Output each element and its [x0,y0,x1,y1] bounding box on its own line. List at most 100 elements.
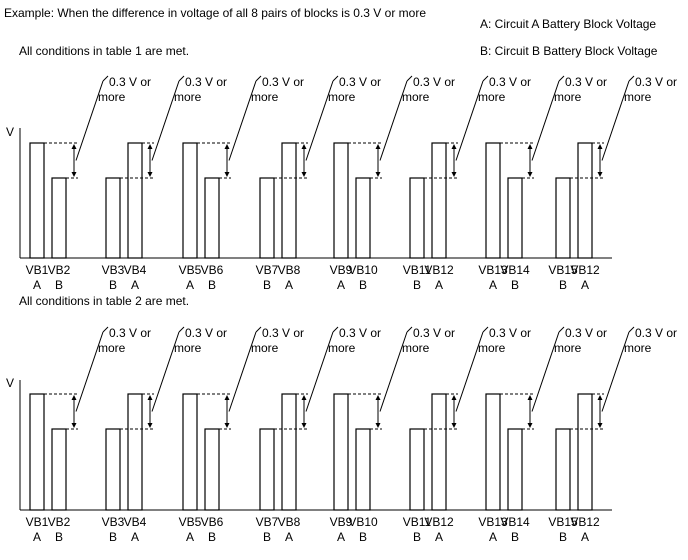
annotation-text-line1: 0.3 V or [109,326,151,340]
annotation-leader-tick [406,326,413,333]
annotation-text-line1: 0.3 V or [635,75,677,89]
block-bar-vb8 [281,393,297,511]
circuit-label: A [581,530,589,544]
legend-circuit-a: A: Circuit A Battery Block Voltage [480,17,656,31]
circuit-label: B [208,278,216,292]
annotation-text-line2: more [402,90,430,104]
circuit-label: B [359,530,367,544]
annotation-text-line1: 0.3 V or [489,75,531,89]
arrowhead-up [71,395,77,400]
annotation-leader [601,80,630,161]
annotation-leader [379,80,408,161]
annotation-leader-tick [102,326,109,333]
block-bar-vb4 [127,142,143,259]
arrowhead-up [527,395,533,400]
panel-title: All conditions in table 2 are met. [19,294,189,308]
circuit-label: A [33,530,41,544]
block-label: VB3 [102,263,125,277]
block-bar-vb14 [507,428,523,511]
block-bar-vb12 [431,142,447,259]
annotation-text-line2: more [328,90,356,104]
block-label: VB13 [478,515,508,529]
annotation-leader-tick [628,326,635,333]
annotation-text-line1: 0.3 V or [413,75,455,89]
circuit-label: B [55,278,63,292]
circuit-label: A [489,278,497,292]
annotation-leader [75,331,104,412]
block-label: VB13 [478,263,508,277]
block-label: VB7 [256,263,279,277]
block-bar-vb4 [127,393,143,511]
block-bar-vb10 [355,177,371,259]
block-label: VB5 [179,515,202,529]
block-label: VB9 [330,515,353,529]
block-label: VB14 [500,263,530,277]
annotation-leader [601,331,630,412]
block-bar-vb3 [105,428,121,511]
annotation-text-line2: more [251,90,279,104]
block-bar-vb13 [485,393,501,511]
annotation-text-line1: 0.3 V or [489,326,531,340]
annotation-leader [531,80,560,161]
annotation-leader-tick [482,75,489,82]
arrowhead-up [527,144,533,149]
arrowhead-down [375,423,381,428]
annotation-leader-tick [332,326,339,333]
circuit-label: B [413,530,421,544]
block-bar-vb3 [105,177,121,259]
block-bar-vb15 [555,177,571,259]
arrowhead-down [147,423,153,428]
annotation-leader [228,331,257,412]
block-bar-vb1 [29,393,45,511]
annotation-text-line1: 0.3 V or [565,326,607,340]
circuit-label: B [559,278,567,292]
block-label: VB3 [102,515,125,529]
annotation-leader [305,331,334,412]
arrowhead-down [451,423,457,428]
circuit-label: A [435,278,443,292]
circuit-label: B [263,278,271,292]
circuit-label: B [109,278,117,292]
arrowhead-up [375,395,381,400]
arrowhead-down [301,172,307,177]
block-label: VB5 [179,263,202,277]
annotation-text-line1: 0.3 V or [635,326,677,340]
block-label: VB10 [348,263,378,277]
annotation-text-line1: 0.3 V or [185,75,227,89]
circuit-label: A [285,278,293,292]
annotation-text-line2: more [478,90,506,104]
annotation-text-line1: 0.3 V or [109,75,151,89]
block-bar-vb6 [204,177,220,259]
circuit-label: B [413,278,421,292]
arrowhead-down [71,423,77,428]
circuit-label: B [109,530,117,544]
annotation-leader-tick [255,326,262,333]
block-label: VB12 [570,515,600,529]
block-bar-vb12 [577,142,593,259]
arrowhead-down [527,423,533,428]
block-bar-vb8 [281,142,297,259]
block-bar-vb2 [51,428,67,511]
block-label: VB8 [278,515,301,529]
annotation-leader [151,80,180,161]
annotation-leader-tick [102,75,109,82]
annotation-text-line2: more [478,341,506,355]
arrowhead-down [224,423,230,428]
arrowhead-up [71,144,77,149]
arrowhead-down [597,423,603,428]
annotation-text-line2: more [554,341,582,355]
block-bar-vb2 [51,177,67,259]
block-bar-vb15 [555,428,571,511]
panels-group: All conditions in table 1 are met. V 0.3 V… [6,44,677,544]
annotation-text-line2: more [174,341,202,355]
arrowhead-up [301,395,307,400]
